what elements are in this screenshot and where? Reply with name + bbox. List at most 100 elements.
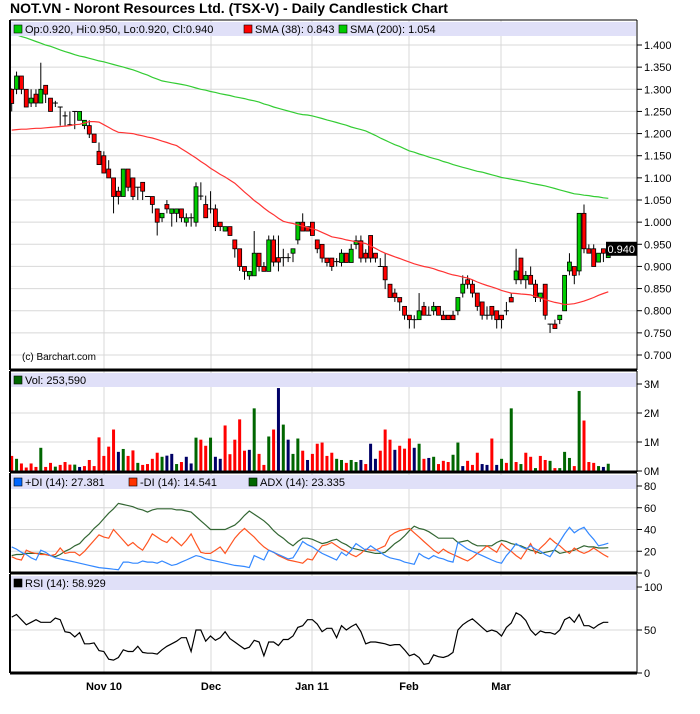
chart-title: NOT.VN - Noront Resources Ltd. (TSX-V) -… bbox=[10, 0, 448, 16]
volume-bar bbox=[485, 464, 489, 471]
volume-bar bbox=[495, 464, 499, 471]
volume-bar bbox=[456, 442, 460, 471]
volume-bar bbox=[218, 458, 222, 471]
volume-bar bbox=[340, 459, 343, 471]
volume-bar bbox=[461, 466, 465, 471]
candle-down bbox=[33, 93, 39, 104]
plus-di-line bbox=[11, 526, 609, 571]
candle-up bbox=[120, 168, 126, 197]
candle-down bbox=[363, 252, 369, 259]
volume-bar bbox=[364, 464, 368, 471]
candle-down bbox=[106, 168, 112, 179]
volume-bar bbox=[504, 462, 508, 471]
volume-bar bbox=[53, 466, 57, 471]
legend-swatch bbox=[13, 375, 23, 385]
volume-bar bbox=[112, 429, 116, 471]
volume-bar bbox=[184, 456, 188, 471]
candle-down bbox=[440, 314, 446, 321]
candle-down bbox=[571, 266, 577, 276]
volume-bar bbox=[577, 390, 581, 471]
volume-bar bbox=[126, 455, 130, 471]
volume-bar bbox=[349, 459, 353, 471]
candle-down bbox=[387, 283, 393, 298]
volume-bar bbox=[116, 451, 120, 471]
volume-bar bbox=[19, 463, 23, 471]
candle-up bbox=[246, 270, 252, 277]
y-tick-label: 1.150 bbox=[644, 151, 672, 163]
volume-bar bbox=[412, 447, 416, 471]
volume-bar bbox=[563, 451, 567, 471]
candle-down bbox=[533, 283, 538, 298]
volume-bar bbox=[519, 464, 523, 471]
volume-bar bbox=[398, 445, 402, 471]
candle-up bbox=[596, 252, 601, 263]
y-tick-label: 0 bbox=[644, 568, 650, 580]
volume-bar bbox=[58, 464, 62, 471]
candle-down bbox=[212, 208, 218, 228]
candle-down bbox=[402, 305, 407, 316]
candle-down bbox=[276, 257, 281, 263]
candle-down bbox=[232, 239, 238, 250]
volume-bar bbox=[146, 464, 149, 471]
candle-down bbox=[329, 257, 335, 267]
volume-bar bbox=[15, 458, 19, 471]
axes: 1.400 1.350 1.300 1.250 1.200 1.150 1.100 1.050… bbox=[9, 19, 672, 693]
candle-up bbox=[38, 88, 44, 104]
candle-down bbox=[479, 301, 485, 316]
candle-down bbox=[130, 177, 136, 197]
volume-panel bbox=[10, 388, 610, 471]
volume-bar bbox=[534, 468, 537, 471]
volume-bar bbox=[480, 464, 484, 471]
volume-bar bbox=[500, 458, 504, 471]
legends: Op:0.920, Hi:0.950, Lo:0.920, Cl:0.940 SM… bbox=[11, 22, 636, 590]
y-tick-label: 40 bbox=[644, 525, 656, 537]
candle-down bbox=[450, 314, 456, 321]
volume-bar bbox=[403, 448, 407, 471]
candle-down bbox=[392, 292, 398, 298]
candle-down bbox=[125, 168, 131, 188]
candle-up bbox=[567, 261, 572, 272]
y-tick-label: 0.750 bbox=[644, 328, 672, 340]
candle-down bbox=[227, 226, 233, 236]
volume-bar bbox=[228, 454, 232, 471]
volume-bar bbox=[548, 460, 552, 471]
legend-label: +DI (14): 27.381 bbox=[25, 477, 105, 489]
legend-label: RSI (14): 58.929 bbox=[25, 578, 106, 590]
volume-bar bbox=[291, 453, 295, 471]
volume-bar bbox=[315, 443, 319, 471]
volume-bar bbox=[10, 455, 14, 471]
candle-down bbox=[445, 314, 451, 321]
candle-up bbox=[77, 111, 82, 121]
y-tick-label: 0.950 bbox=[644, 239, 672, 251]
candle-down bbox=[489, 305, 495, 316]
y-tick-label: 0.700 bbox=[644, 350, 672, 362]
candle-up bbox=[431, 305, 437, 312]
volume-bar bbox=[587, 462, 591, 471]
y-tick-label: 0.800 bbox=[644, 306, 672, 318]
volume-bar bbox=[301, 450, 305, 471]
legend-swatch bbox=[248, 477, 258, 487]
candle-down bbox=[43, 84, 49, 95]
candle-down bbox=[406, 314, 412, 321]
volume-bar bbox=[29, 463, 33, 471]
candle-down bbox=[116, 190, 121, 197]
candle-down bbox=[86, 125, 92, 135]
volume-bar bbox=[490, 438, 494, 471]
candle-up bbox=[193, 186, 199, 223]
candle-up bbox=[159, 212, 165, 219]
volume-bar bbox=[606, 463, 610, 471]
candle-down bbox=[499, 314, 504, 321]
candle-up bbox=[251, 252, 257, 277]
candle-up bbox=[222, 226, 228, 232]
legend-label: SMA (38): 0.843 bbox=[255, 24, 335, 36]
volume-bar bbox=[78, 466, 82, 471]
y-tick-label: 0 bbox=[644, 668, 650, 680]
volume-bar bbox=[310, 453, 314, 471]
x-tick-label: Nov 10 bbox=[86, 681, 122, 693]
volume-bar bbox=[175, 464, 179, 471]
y-tick-label: 100 bbox=[644, 582, 662, 594]
volume-bar bbox=[39, 447, 43, 471]
volume-bar bbox=[601, 466, 605, 471]
volume-bar bbox=[213, 456, 217, 471]
